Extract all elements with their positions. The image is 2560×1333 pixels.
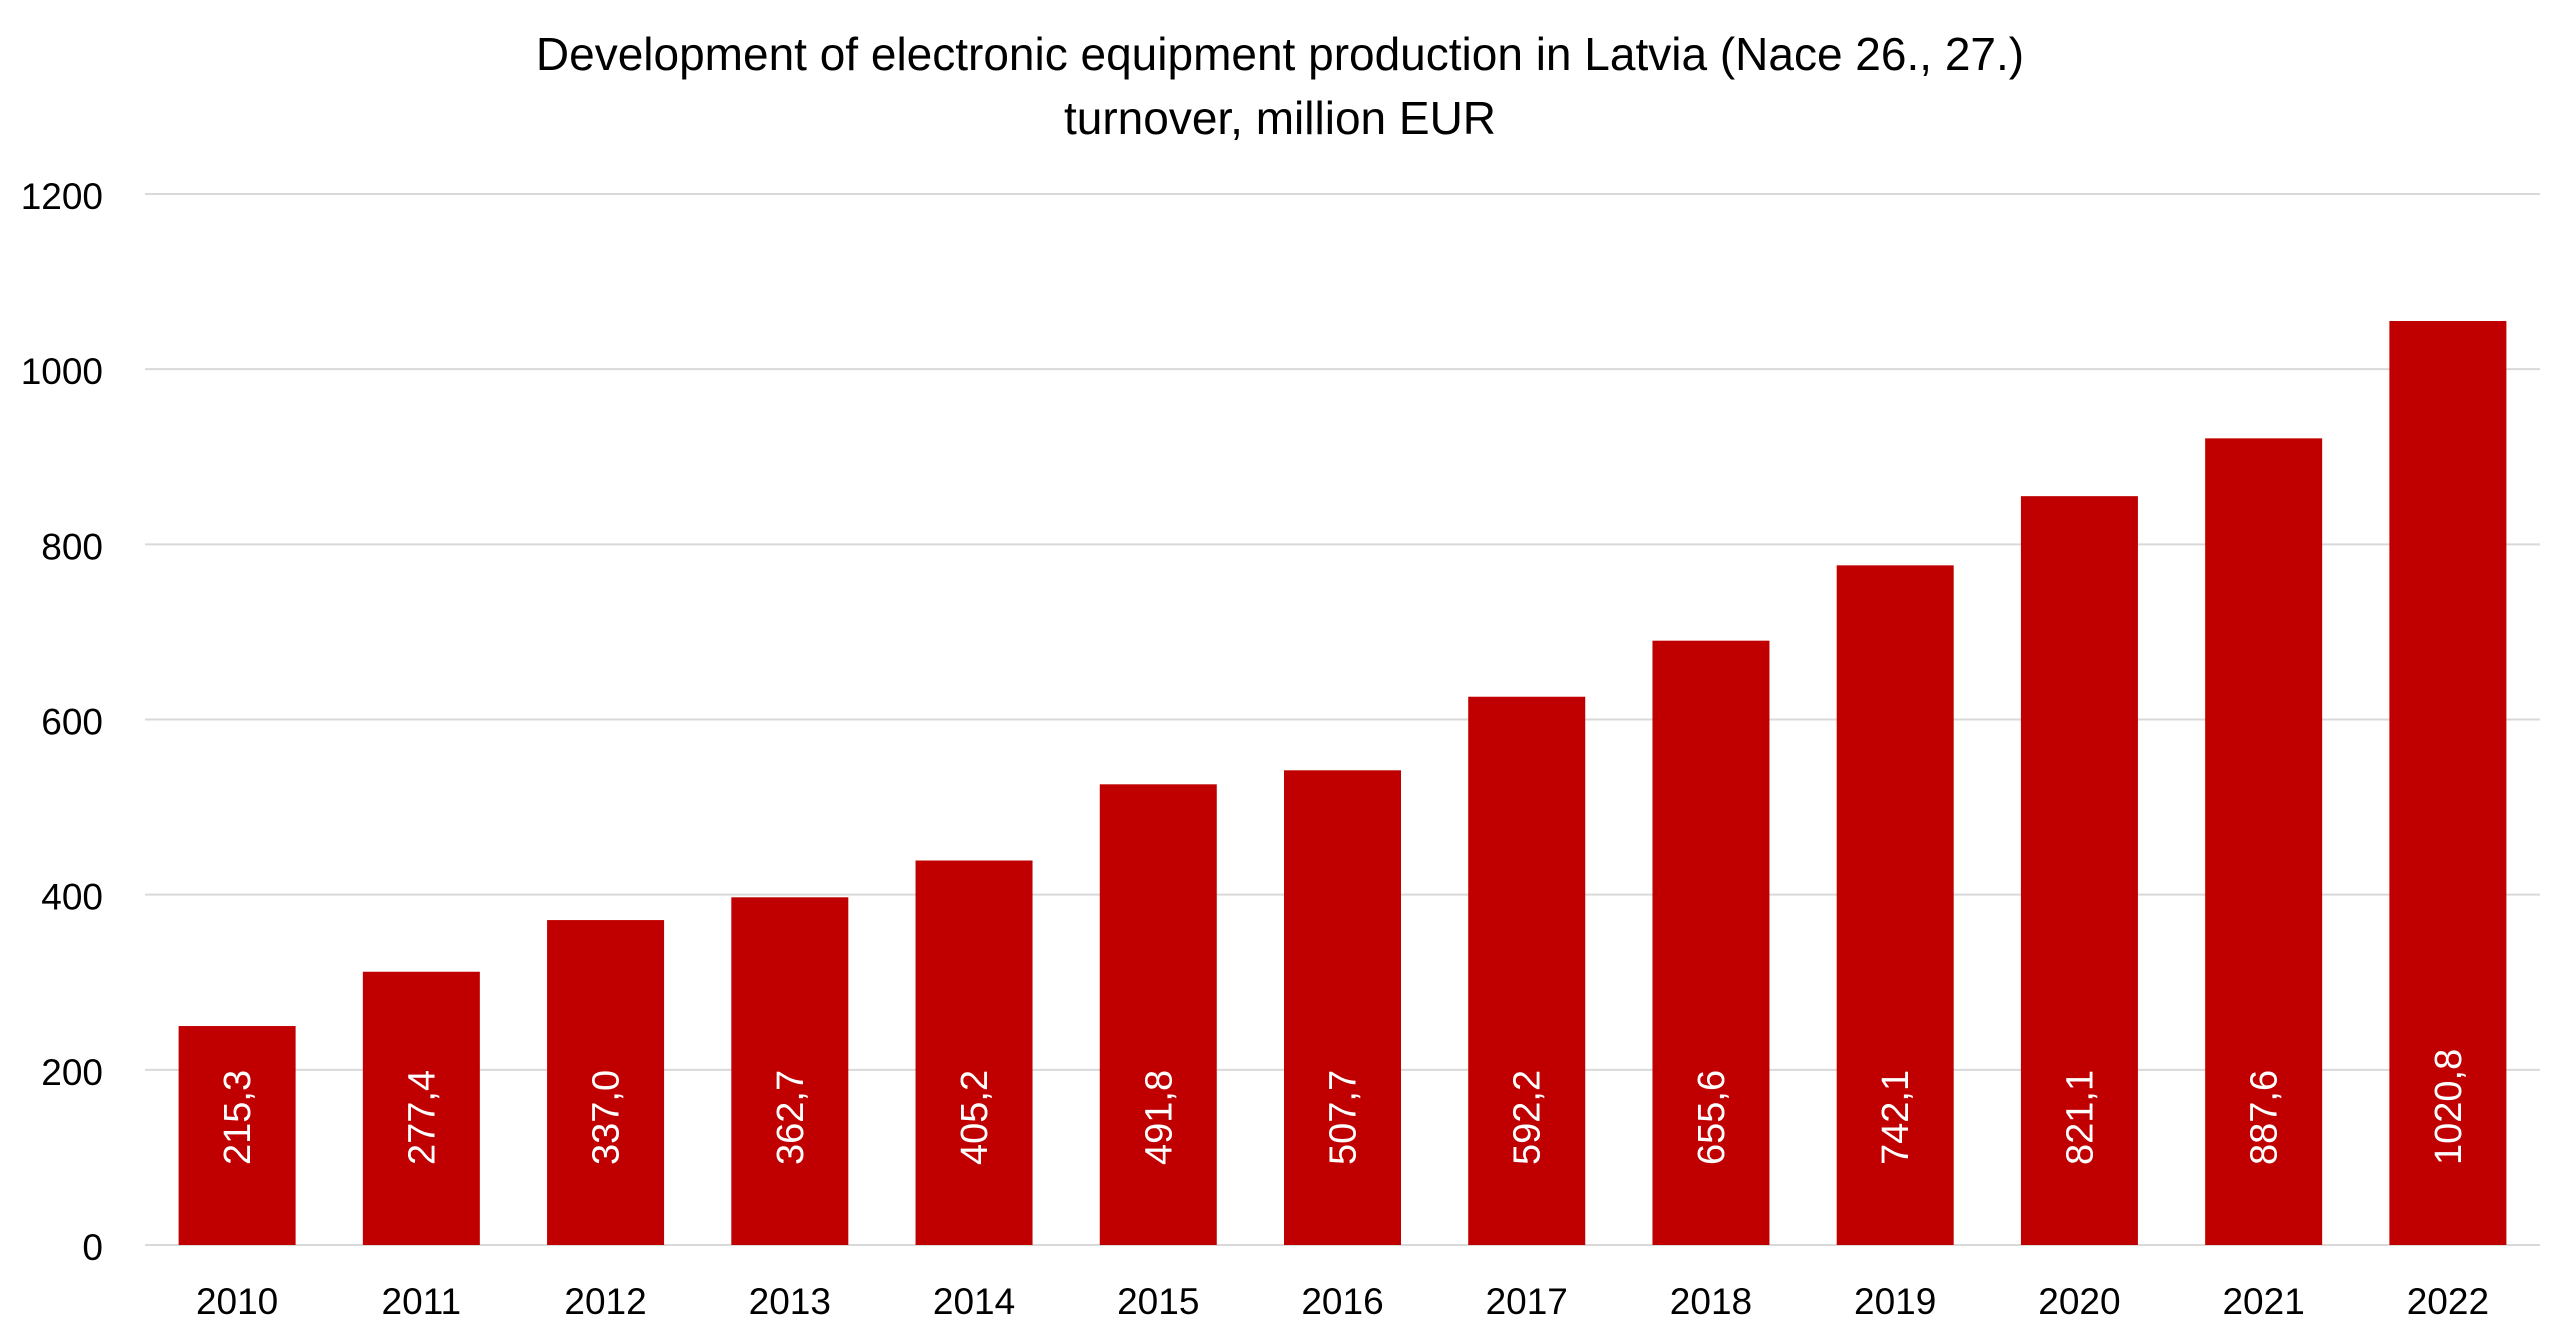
bar-2022 [2389,320,2507,1245]
bar-2015 [1099,784,1217,1245]
x-tick-label-2016: 2016 [1301,1281,1383,1322]
y-tick-label: 1000 [21,351,103,392]
data-label-2021: 887,6 [2244,1070,2286,1165]
x-tick-label-2017: 2017 [1486,1281,1568,1322]
x-tick-label-2022: 2022 [2407,1281,2489,1322]
bar-2013 [731,897,849,1245]
x-axis-ticks: 2010 2011 2012 2013 2014 2015 2016 2017 2018 2019… [196,1281,2489,1322]
bars [178,320,2507,1246]
data-label-2022: 1020,8 [2428,1049,2470,1165]
x-tick-label-2010: 2010 [196,1281,278,1322]
y-axis-ticks: 0 200 400 600 800 1000 1200 [21,176,103,1268]
chart-title: Development of electronic equipment prod… [535,28,2025,80]
bar-2011 [362,971,480,1245]
data-label-2015: 491,8 [1138,1070,1180,1165]
y-tick-label: 600 [41,702,103,743]
bar-2014 [915,860,1033,1245]
chart-subtitle: turnover, million EUR [1063,92,1497,144]
x-tick-label-2020: 2020 [2038,1281,2120,1322]
data-label-2019: 742,1 [1875,1070,1917,1165]
x-tick-label-2013: 2013 [749,1281,831,1322]
y-tick-label: 800 [41,526,103,567]
data-label-2016: 507,7 [1323,1070,1365,1165]
bar-2020 [2020,496,2138,1246]
x-tick-label-2018: 2018 [1670,1281,1752,1322]
y-tick-label: 400 [41,877,103,918]
x-tick-label-2015: 2015 [1117,1281,1199,1322]
x-tick-label-2012: 2012 [564,1281,646,1322]
y-tick-label: 200 [41,1052,103,1093]
y-tick-label: 0 [82,1227,103,1268]
y-tick-label: 1200 [21,176,103,217]
bar-2010 [178,1026,296,1245]
x-tick-label-2014: 2014 [933,1281,1015,1322]
data-label-2013: 362,7 [770,1070,812,1165]
bar-2018 [1652,640,1770,1245]
data-labels: 215,3 277,4 337,0 362,7 405,2 491,8 507,7 592,2… [217,1049,2470,1165]
x-tick-label-2011: 2011 [382,1281,462,1322]
data-label-2014: 405,2 [954,1070,996,1165]
x-tick-label-2019: 2019 [1854,1281,1936,1322]
x-tick-label-2021: 2021 [2222,1281,2304,1322]
bar-2021 [2205,438,2323,1245]
data-label-2011: 277,4 [401,1070,443,1165]
data-label-2018: 655,6 [1691,1070,1733,1165]
bar-2017 [1468,696,1586,1245]
data-label-2010: 215,3 [217,1070,259,1165]
chart-title-block: Development of electronic equipment prod… [0,22,2560,150]
bar-2012 [547,920,665,1245]
data-label-2012: 337,0 [586,1070,628,1165]
bar-2019 [1836,565,1954,1245]
bar-2016 [1284,770,1401,1245]
data-label-2020: 821,1 [2059,1070,2101,1165]
data-label-2017: 592,2 [1507,1070,1549,1165]
